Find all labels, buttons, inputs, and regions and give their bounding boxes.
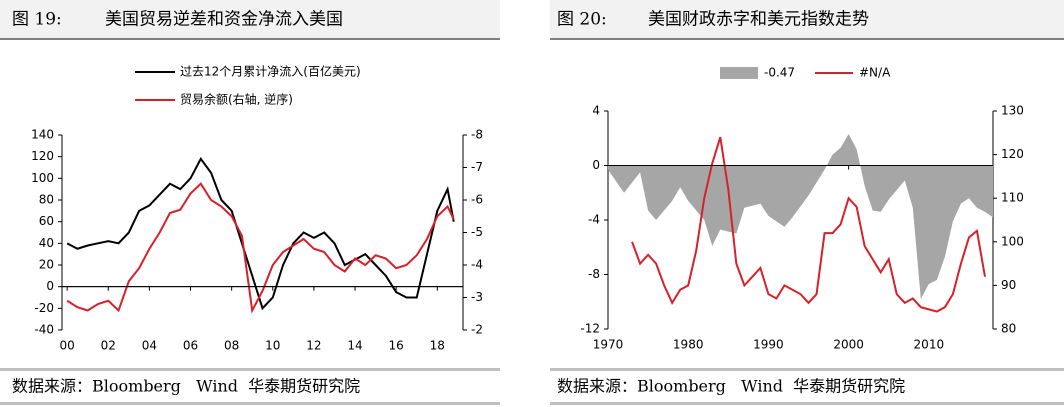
line: [66, 156, 455, 311]
x-tick-label: 00: [60, 339, 75, 353]
y-tick-label: 120: [31, 149, 54, 163]
y-tick-label: 0: [592, 158, 600, 172]
figure-label: 图 20:: [557, 10, 607, 30]
x-tick-label: 04: [142, 339, 157, 353]
legend-label: -0.47: [764, 66, 795, 80]
y-tick-label: 40: [39, 236, 54, 250]
x-tick-label: 08: [224, 339, 239, 353]
line: [66, 182, 455, 314]
x-tick-label: 1970: [593, 338, 624, 352]
y-tick-label: 0: [46, 279, 54, 293]
line: [631, 136, 986, 313]
y-tick-label: 60: [39, 214, 54, 228]
header-band: [0, 0, 500, 38]
figure-label: 图 19:: [12, 10, 62, 30]
y2-tick-label: -4: [471, 258, 483, 272]
y2-tick-label: 100: [1001, 234, 1024, 248]
y2-tick-label: 80: [1001, 322, 1016, 336]
footer-rule: [550, 368, 1064, 371]
y-tick-label: 20: [39, 258, 54, 272]
x-tick-label: 06: [183, 339, 198, 353]
x-tick-label: 10: [265, 339, 280, 353]
y2-tick-label: 130: [1001, 104, 1024, 118]
x-tick-label: 14: [347, 339, 362, 353]
x-tick-label: 02: [101, 339, 116, 353]
y-tick-label: -40: [34, 323, 54, 337]
y2-tick-label: 120: [1001, 147, 1024, 161]
y2-tick-label: -6: [471, 193, 483, 207]
x-tick-label: 2000: [833, 338, 864, 352]
y2-tick-label: -8: [471, 128, 483, 142]
chart-title: 美国贸易逆差和资金净流入美国: [105, 10, 343, 30]
y-tick-label: -12: [580, 322, 600, 336]
y2-tick-label: -7: [471, 160, 483, 174]
y-tick-label: -20: [34, 301, 54, 315]
footer-rule: [550, 402, 1064, 405]
y-tick-label: 100: [31, 171, 54, 185]
y2-tick-label: -2: [471, 323, 483, 337]
legend-label: 过去12个月累计净流入(百亿美元): [180, 64, 361, 79]
header-band: [550, 0, 1064, 38]
y-tick-label: 140: [31, 128, 54, 142]
y-tick-label: 80: [39, 193, 54, 207]
x-tick-label: 12: [306, 339, 321, 353]
chart-title: 美国财政赤字和美元指数走势: [648, 10, 869, 30]
y-tick-label: -4: [588, 213, 600, 227]
x-tick-label: 16: [389, 339, 404, 353]
footer-rule: [0, 368, 500, 371]
y-tick-label: 4: [592, 104, 600, 118]
x-tick-label: 1990: [753, 338, 784, 352]
x-tick-label: 1980: [673, 338, 704, 352]
footer-rule: [0, 402, 500, 405]
area: [608, 134, 993, 300]
x-tick-label: 2010: [914, 338, 945, 352]
legend-swatch: [720, 67, 758, 79]
y2-tick-label: 110: [1001, 191, 1024, 205]
source-note: 数据来源：Bloomberg Wind 华泰期货研究院: [12, 377, 360, 396]
y2-tick-label: -3: [471, 290, 483, 304]
y-tick-label: -8: [588, 267, 600, 281]
legend-label: 贸易余额(右轴, 逆序): [180, 92, 293, 107]
legend-label: #N/A: [859, 66, 891, 80]
y2-tick-label: -5: [471, 225, 483, 239]
y2-tick-label: 90: [1001, 278, 1016, 292]
source-note: 数据来源：Bloomberg Wind 华泰期货研究院: [557, 377, 905, 396]
x-tick-label: 18: [430, 339, 445, 353]
